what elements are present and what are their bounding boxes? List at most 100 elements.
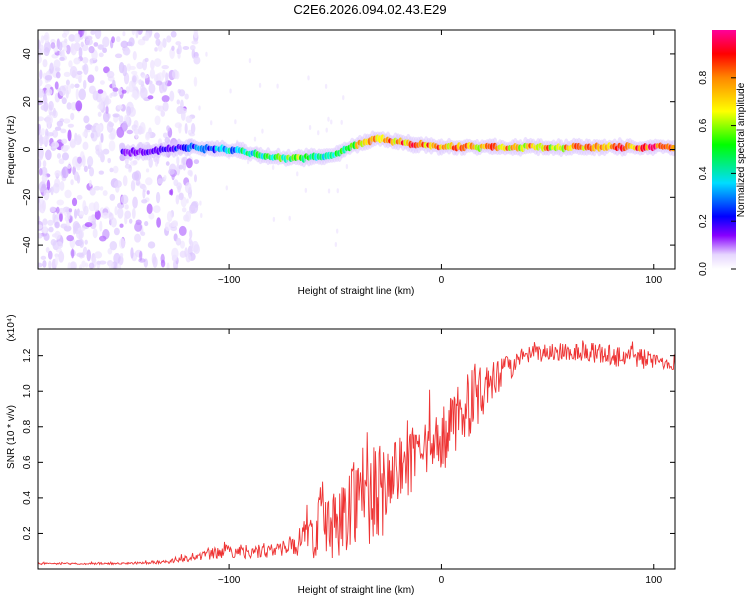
spectrogram-noise-blob bbox=[184, 123, 188, 135]
spectrogram-noise-blob bbox=[90, 30, 96, 35]
spectrogram-noise-blob bbox=[73, 33, 81, 43]
spectrogram-noise-blob bbox=[317, 130, 320, 136]
spectrogram-noise-blob bbox=[102, 148, 110, 155]
spectrogram-noise-blob bbox=[109, 167, 114, 173]
spectrogram-noise-blob bbox=[234, 119, 237, 125]
spectrogram-noise-blob bbox=[38, 116, 45, 122]
x-tick-label: 0 bbox=[439, 575, 445, 586]
spectrogram-noise-blob bbox=[96, 260, 101, 265]
spectrogram-noise-blob bbox=[67, 123, 75, 128]
spectrogram-noise-blob bbox=[288, 215, 291, 221]
spectrogram-noise-blob bbox=[88, 179, 92, 187]
spectrogram-noise-blob bbox=[156, 217, 161, 228]
spectrogram-noise-blob bbox=[168, 168, 175, 175]
snr-y-label: SNR (10 * v/v) bbox=[6, 405, 17, 469]
spectrogram-noise-blob bbox=[102, 111, 110, 123]
spectrogram-noise-blob bbox=[45, 114, 54, 125]
spectrogram-noise-blob bbox=[83, 63, 89, 75]
spectrogram-noise-blob bbox=[38, 55, 42, 64]
spectrogram-noise-blob bbox=[52, 212, 56, 223]
spectrogram-noise-blob bbox=[327, 188, 331, 194]
spectrogram-noise-blob bbox=[68, 208, 73, 213]
spectrogram-noise-blob bbox=[138, 126, 144, 135]
spectrogram-noise-blob bbox=[63, 38, 68, 44]
spectrogram-noise-blob bbox=[147, 241, 156, 249]
spectrogram-noise-blob bbox=[130, 247, 134, 259]
x-tick-label: 0 bbox=[439, 275, 445, 286]
spectrogram-noise-blob bbox=[60, 128, 67, 134]
spectrogram-noise-blob bbox=[38, 88, 45, 98]
spectrogram-noise-blob bbox=[189, 170, 193, 177]
spectrogram-noise-blob bbox=[126, 129, 134, 135]
spectrogram-noise-blob bbox=[104, 95, 109, 107]
colorbar-tick-label: 0.0 bbox=[698, 262, 709, 276]
snr-marks bbox=[38, 340, 675, 566]
spectrogram-noise-blob bbox=[134, 170, 142, 182]
spectrogram-noise-blob bbox=[170, 225, 178, 232]
spectrogram-noise-blob bbox=[141, 199, 148, 204]
spectrogram-noise-blob bbox=[41, 128, 45, 136]
spectrogram-noise-blob bbox=[120, 194, 129, 205]
spectrogram-noise-blob bbox=[65, 79, 70, 86]
spectrogram-noise-blob bbox=[166, 35, 172, 43]
spectrogram-noise-blob bbox=[184, 182, 192, 194]
spectrogram-noise-blob bbox=[45, 149, 52, 161]
x-tick-label: −100 bbox=[218, 275, 241, 286]
spectrogram-noise-blob bbox=[58, 158, 65, 165]
spectrogram-noise-blob bbox=[307, 75, 310, 81]
spectrogram-noise-blob bbox=[190, 240, 194, 250]
spectrogram-noise-blob bbox=[324, 83, 328, 89]
spectrogram-noise-blob bbox=[308, 125, 312, 131]
spectrogram-noise-blob bbox=[112, 87, 119, 92]
spectrogram-noise-blob bbox=[65, 44, 71, 55]
spectrogram-noise-blob bbox=[178, 192, 184, 201]
spectrogram-noise-blob bbox=[146, 190, 150, 195]
spectrogram-noise-blob bbox=[83, 165, 88, 173]
spectrogram-noise-blob bbox=[157, 178, 164, 185]
spectrogram-noise-blob bbox=[46, 179, 51, 191]
spectrogram-noise-blob bbox=[70, 83, 75, 89]
spectrogram-noise-blob bbox=[193, 76, 198, 87]
spectrogram-noise-blob bbox=[108, 212, 114, 221]
spectrogram-noise-blob bbox=[131, 30, 136, 36]
y-tick-label: 0 bbox=[22, 146, 33, 152]
spectrogram-noise-blob bbox=[45, 88, 53, 96]
spectrogram-noise-blob bbox=[189, 229, 193, 239]
spectrogram-noise-blob bbox=[102, 190, 108, 196]
spectrogram-noise-blob bbox=[58, 251, 65, 263]
spectrogram-noise-blob bbox=[95, 124, 103, 133]
spectrogram-noise-blob bbox=[106, 121, 114, 133]
y-tick-label: 1.2 bbox=[22, 348, 33, 362]
spectrogram-noise-blob bbox=[97, 89, 104, 94]
spectrogram-noise-blob bbox=[109, 193, 116, 201]
y-tick-label: 0.4 bbox=[22, 491, 33, 505]
spectrogram-noise-blob bbox=[100, 132, 104, 143]
spectrogram-noise-blob bbox=[124, 204, 129, 210]
spectrogram-noise-blob bbox=[38, 232, 43, 239]
spectrogram-noise-blob bbox=[69, 66, 78, 78]
spectrogram-noise-blob bbox=[43, 232, 50, 241]
spectrogram-noise-blob bbox=[106, 70, 115, 79]
spectrogram-noise-blob bbox=[89, 58, 94, 65]
spectrogram-noise-blob bbox=[66, 235, 75, 242]
spectrogram-noise-blob bbox=[87, 155, 94, 168]
snr-frame bbox=[37, 328, 676, 570]
spectrogram-noise-blob bbox=[98, 170, 105, 175]
spectrogram-noise-blob bbox=[93, 201, 100, 212]
spectrogram-noise-blob bbox=[144, 220, 149, 227]
spectrogram-noise-blob bbox=[171, 247, 179, 260]
spectrogram-noise-blob bbox=[38, 158, 42, 169]
spectrogram-noise-blob bbox=[193, 244, 200, 255]
spectrogram-noise-blob bbox=[118, 115, 124, 123]
spectrogram-noise-blob bbox=[70, 179, 74, 186]
spectrogram-panel: −100 0 100 −40 −20 0 20 40 Height of straight … bbox=[6, 29, 676, 297]
spectrogram-noise-blob bbox=[54, 126, 62, 131]
spectrogram-noise-blob bbox=[138, 79, 143, 86]
spectrogram-noise-blob bbox=[40, 35, 45, 44]
spectrogram-noise-blob bbox=[175, 70, 180, 80]
spectrogram-noise-blob bbox=[152, 256, 158, 268]
spectrogram-noise-blob bbox=[164, 221, 172, 232]
y-tick-label: 1.0 bbox=[22, 384, 33, 398]
spectrogram-noise-blob bbox=[148, 157, 153, 168]
spectrogram-noise-blob bbox=[141, 74, 149, 79]
